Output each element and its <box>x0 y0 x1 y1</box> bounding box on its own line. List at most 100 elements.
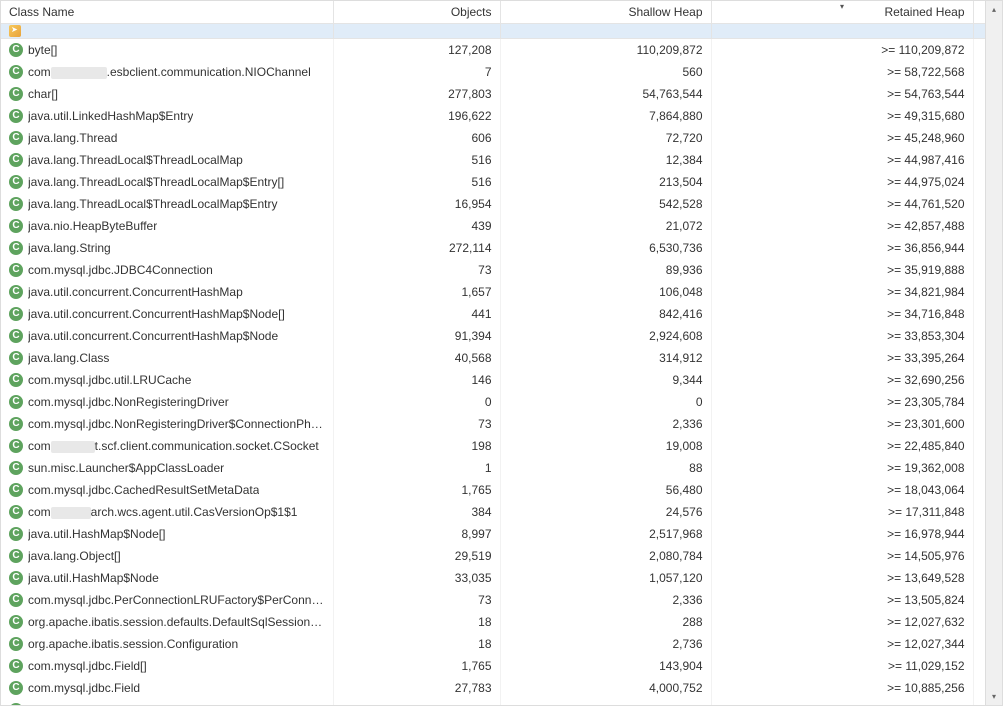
header-objects[interactable]: Objects <box>333 1 500 24</box>
cell-shallow: 4,000,752 <box>500 677 711 699</box>
table-row[interactable]: Cbyte[]127,208110,209,872>= 110,209,872 <box>1 39 985 62</box>
table-row[interactable]: Cjava.lang.ThreadLocal$ThreadLocalMap516… <box>1 149 985 171</box>
class-icon: C <box>9 637 23 651</box>
cell-class-name: Cjava.nio.HeapByteBuffer <box>1 215 333 237</box>
filter-objects[interactable] <box>333 24 500 39</box>
scroll-up-arrow-icon[interactable]: ▴ <box>986 1 1002 18</box>
cell-class-name: Cjava.util.HashMap$Node[] <box>1 523 333 545</box>
class-icon: C <box>9 351 23 365</box>
filter-class-name[interactable] <box>1 24 333 39</box>
cell-retained: >= 32,690,256 <box>711 369 973 391</box>
scroll-down-arrow-icon[interactable]: ▾ <box>986 688 1002 705</box>
class-icon: C <box>9 87 23 101</box>
table-row[interactable]: Ccom.mysql.jdbc.Field[]1,765143,904>= 11… <box>1 655 985 677</box>
cell-objects: 18 <box>333 611 500 633</box>
header-shallow-heap[interactable]: Shallow Heap <box>500 1 711 24</box>
cell-objects: 29,519 <box>333 545 500 567</box>
class-name-text: java.util.HashMap$Node[] <box>28 525 165 543</box>
cell-class-name: Ccomarch.wcs.agent.util.CasVersionOp$1$1 <box>1 501 333 523</box>
class-name-text: com.mysql.jdbc.Field[] <box>28 657 147 675</box>
table-row[interactable]: Ccom.mysql.jdbc.Field27,7834,000,752>= 1… <box>1 677 985 699</box>
cell-class-name: Cjava.lang.Class <box>1 347 333 369</box>
cell-retained: >= 19,362,008 <box>711 457 973 479</box>
class-name-text: com.mysql.jdbc.NonRegisteringDriver$Conn… <box>28 415 325 433</box>
cell-retained: >= 18,043,064 <box>711 479 973 501</box>
class-name-text: com.mysql.jdbc.JDBC4Connection <box>28 261 213 279</box>
cell-objects: 516 <box>333 171 500 193</box>
class-name-text: org.apache.ibatis.session.Configuration$… <box>28 701 295 705</box>
table-row[interactable]: Cjava.lang.ThreadLocal$ThreadLocalMap$En… <box>1 193 985 215</box>
table-row[interactable]: Ccomt.scf.client.communication.socket.CS… <box>1 435 985 457</box>
header-class-name[interactable]: Class Name <box>1 1 333 24</box>
cell-shallow: 2,736 <box>500 633 711 655</box>
cell-retained: >= 42,857,488 <box>711 215 973 237</box>
cell-retained: >= 36,856,944 <box>711 237 973 259</box>
cell-objects: 439 <box>333 215 500 237</box>
table-row[interactable]: Corg.apache.ibatis.session.Configuration… <box>1 699 985 705</box>
table-row[interactable]: Cjava.util.HashMap$Node[]8,9972,517,968>… <box>1 523 985 545</box>
cell-objects: 277,803 <box>333 83 500 105</box>
table-row[interactable]: Cjava.util.HashMap$Node33,0351,057,120>=… <box>1 567 985 589</box>
table-row[interactable]: Csun.misc.Launcher$AppClassLoader188>= 1… <box>1 457 985 479</box>
cell-retained: >= 44,761,520 <box>711 193 973 215</box>
cell-shallow: 2,336 <box>500 589 711 611</box>
cell-retained: >= 22,485,840 <box>711 435 973 457</box>
cell-class-name: Csun.misc.Launcher$AppClassLoader <box>1 457 333 479</box>
table-wrapper: Class Name Objects Shallow Heap ▾Retaine… <box>1 1 985 705</box>
cell-objects: 1,765 <box>333 655 500 677</box>
cell-objects: 1,765 <box>333 479 500 501</box>
table-row[interactable]: Ccom.mysql.jdbc.NonRegisteringDriver00>=… <box>1 391 985 413</box>
table-row[interactable]: Cjava.lang.Object[]29,5192,080,784>= 14,… <box>1 545 985 567</box>
filter-row <box>1 24 985 39</box>
vertical-scrollbar[interactable]: ▴ ▾ <box>985 1 1002 705</box>
class-icon: C <box>9 483 23 497</box>
cell-objects: 1,657 <box>333 281 500 303</box>
table-row[interactable]: Ccom.mysql.jdbc.NonRegisteringDriver$Con… <box>1 413 985 435</box>
cell-retained: >= 10,885,256 <box>711 677 973 699</box>
cell-retained: >= 33,395,264 <box>711 347 973 369</box>
cell-shallow: 106,048 <box>500 281 711 303</box>
table-row[interactable]: Ccom.esbclient.communication.NIOChannel7… <box>1 61 985 83</box>
cell-shallow: 314,912 <box>500 347 711 369</box>
table-row[interactable]: Cjava.util.concurrent.ConcurrentHashMap1… <box>1 281 985 303</box>
cell-objects: 73 <box>333 413 500 435</box>
cell-retained: >= 35,919,888 <box>711 259 973 281</box>
cell-objects: 73 <box>333 259 500 281</box>
table-row[interactable]: Ccom.mysql.jdbc.util.LRUCache1469,344>= … <box>1 369 985 391</box>
table-row[interactable]: Cjava.util.concurrent.ConcurrentHashMap$… <box>1 303 985 325</box>
cell-retained: >= 23,301,600 <box>711 413 973 435</box>
cell-class-name: Corg.apache.ibatis.session.Configuration… <box>1 699 333 705</box>
table-row[interactable]: Cjava.util.concurrent.ConcurrentHashMap$… <box>1 325 985 347</box>
table-row[interactable]: Cchar[]277,80354,763,544>= 54,763,544 <box>1 83 985 105</box>
cell-retained: >= 58,722,568 <box>711 61 973 83</box>
table-row[interactable]: Corg.apache.ibatis.session.Configuration… <box>1 633 985 655</box>
class-icon: C <box>9 681 23 695</box>
filter-retained[interactable] <box>711 24 973 39</box>
header-retained-heap[interactable]: ▾Retained Heap <box>711 1 973 24</box>
histogram-table: Class Name Objects Shallow Heap ▾Retaine… <box>1 1 985 705</box>
cell-class-name: Cjava.lang.ThreadLocal$ThreadLocalMap$En… <box>1 193 333 215</box>
table-row[interactable]: Cjava.util.LinkedHashMap$Entry196,6227,8… <box>1 105 985 127</box>
scroll-track[interactable] <box>986 18 1002 688</box>
table-row[interactable]: Ccom.mysql.jdbc.JDBC4Connection7389,936>… <box>1 259 985 281</box>
cell-class-name: Cjava.util.concurrent.ConcurrentHashMap$… <box>1 303 333 325</box>
class-name-text: java.util.concurrent.ConcurrentHashMap <box>28 283 243 301</box>
table-row[interactable]: Ccom.mysql.jdbc.PerConnectionLRUFactory$… <box>1 589 985 611</box>
table-row[interactable]: Cjava.lang.String272,1146,530,736>= 36,8… <box>1 237 985 259</box>
table-row[interactable]: Cjava.lang.ThreadLocal$ThreadLocalMap$En… <box>1 171 985 193</box>
class-name-text: comarch.wcs.agent.util.CasVersionOp$1$1 <box>28 503 297 521</box>
table-row[interactable]: Ccom.mysql.jdbc.CachedResultSetMetaData 1… <box>1 479 985 501</box>
class-name-text: com.mysql.jdbc.CachedResultSetMetaData <box>28 481 259 499</box>
table-row[interactable]: Corg.apache.ibatis.session.defaults.Defa… <box>1 611 985 633</box>
table-row[interactable]: Cjava.nio.HeapByteBuffer43921,072>= 42,8… <box>1 215 985 237</box>
table-row[interactable]: Ccomarch.wcs.agent.util.CasVersionOp$1$1… <box>1 501 985 523</box>
cell-class-name: Cjava.util.HashMap$Node <box>1 567 333 589</box>
table-row[interactable]: Cjava.lang.Thread60672,720>= 45,248,960 <box>1 127 985 149</box>
cell-objects: 384 <box>333 501 500 523</box>
filter-shallow[interactable] <box>500 24 711 39</box>
class-icon: C <box>9 197 23 211</box>
cell-objects: 0 <box>333 391 500 413</box>
cell-shallow: 560 <box>500 61 711 83</box>
table-row[interactable]: Cjava.lang.Class40,568314,912>= 33,395,2… <box>1 347 985 369</box>
class-icon: C <box>9 615 23 629</box>
